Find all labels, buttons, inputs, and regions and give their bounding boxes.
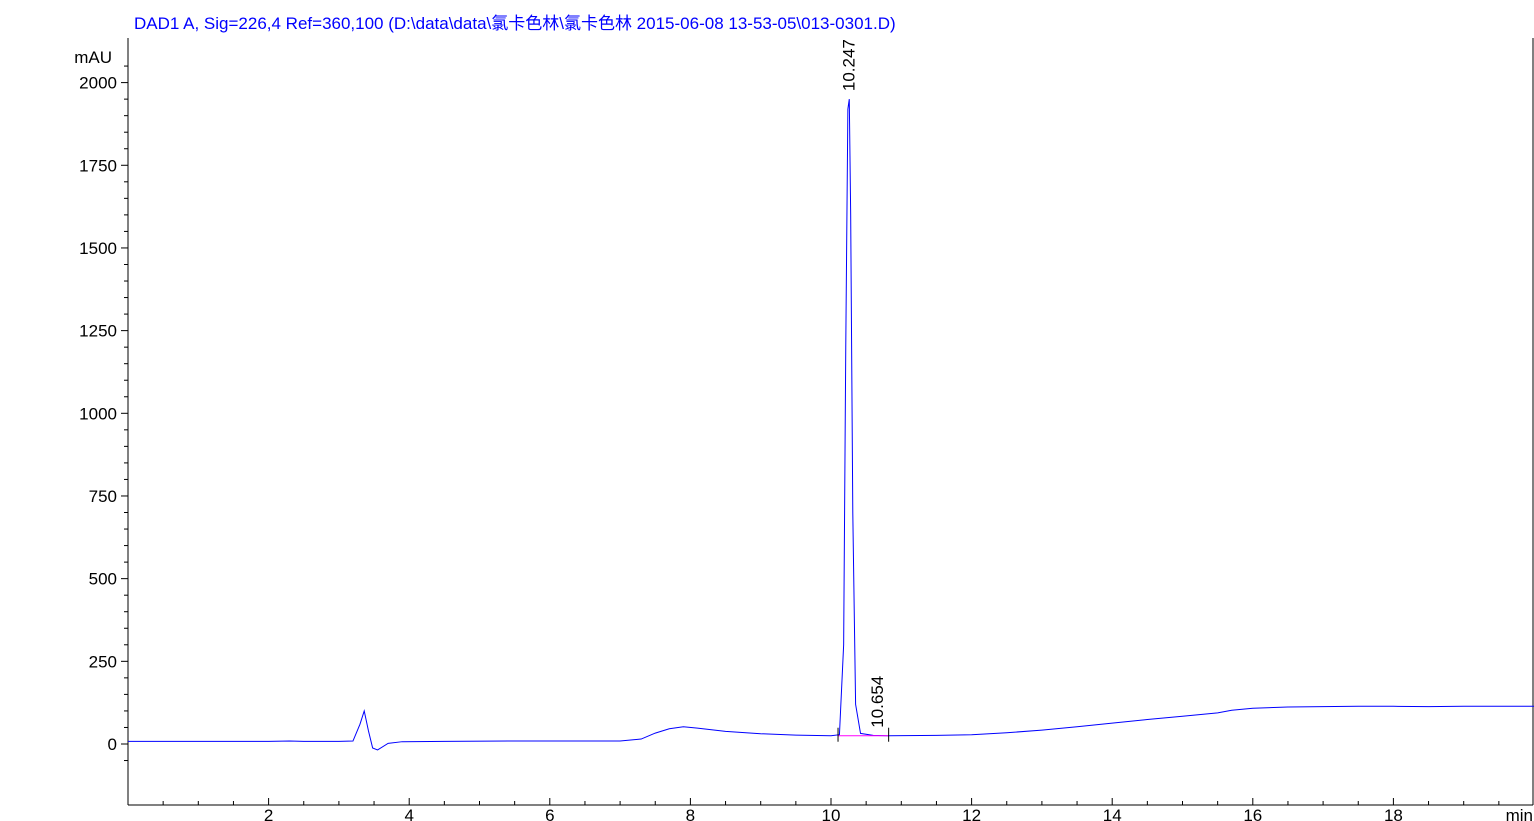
x-tick-label: 6 bbox=[545, 806, 554, 821]
x-tick-label: 8 bbox=[686, 806, 695, 821]
chart-title: DAD1 A, Sig=226,4 Ref=360,100 (D:\data\d… bbox=[134, 14, 896, 33]
x-tick-label: 4 bbox=[404, 806, 413, 821]
peak-label: 10.247 bbox=[839, 39, 858, 91]
x-tick-label: 2 bbox=[264, 806, 273, 821]
x-tick-label: 10 bbox=[822, 806, 841, 821]
x-tick-label: 18 bbox=[1384, 806, 1403, 821]
peak-label: 10.654 bbox=[868, 676, 887, 728]
y-tick-label: 0 bbox=[108, 735, 117, 754]
x-axis-label: min bbox=[1506, 806, 1533, 821]
plot-area: 10.247 10.654 bbox=[128, 39, 1534, 751]
y-tick-label: 2000 bbox=[79, 74, 117, 93]
y-tick-label: 750 bbox=[89, 487, 117, 506]
signal-trace bbox=[128, 99, 1534, 751]
x-tick-label: 16 bbox=[1243, 806, 1262, 821]
y-tick-label: 500 bbox=[89, 570, 117, 589]
y-tick-label: 1500 bbox=[79, 239, 117, 258]
y-axis-label: mAU bbox=[74, 48, 112, 67]
x-tick-label: 12 bbox=[962, 806, 981, 821]
x-tick-label: 14 bbox=[1103, 806, 1122, 821]
y-tick-label: 1000 bbox=[79, 404, 117, 423]
axes: 0 250 500 750 1000 1250 1500 1750 2000 2 4 6 8 10 12 14… bbox=[79, 38, 1534, 821]
y-tick-label: 1750 bbox=[79, 156, 117, 175]
y-tick-label: 250 bbox=[89, 652, 117, 671]
y-tick-label: 1250 bbox=[79, 322, 117, 341]
